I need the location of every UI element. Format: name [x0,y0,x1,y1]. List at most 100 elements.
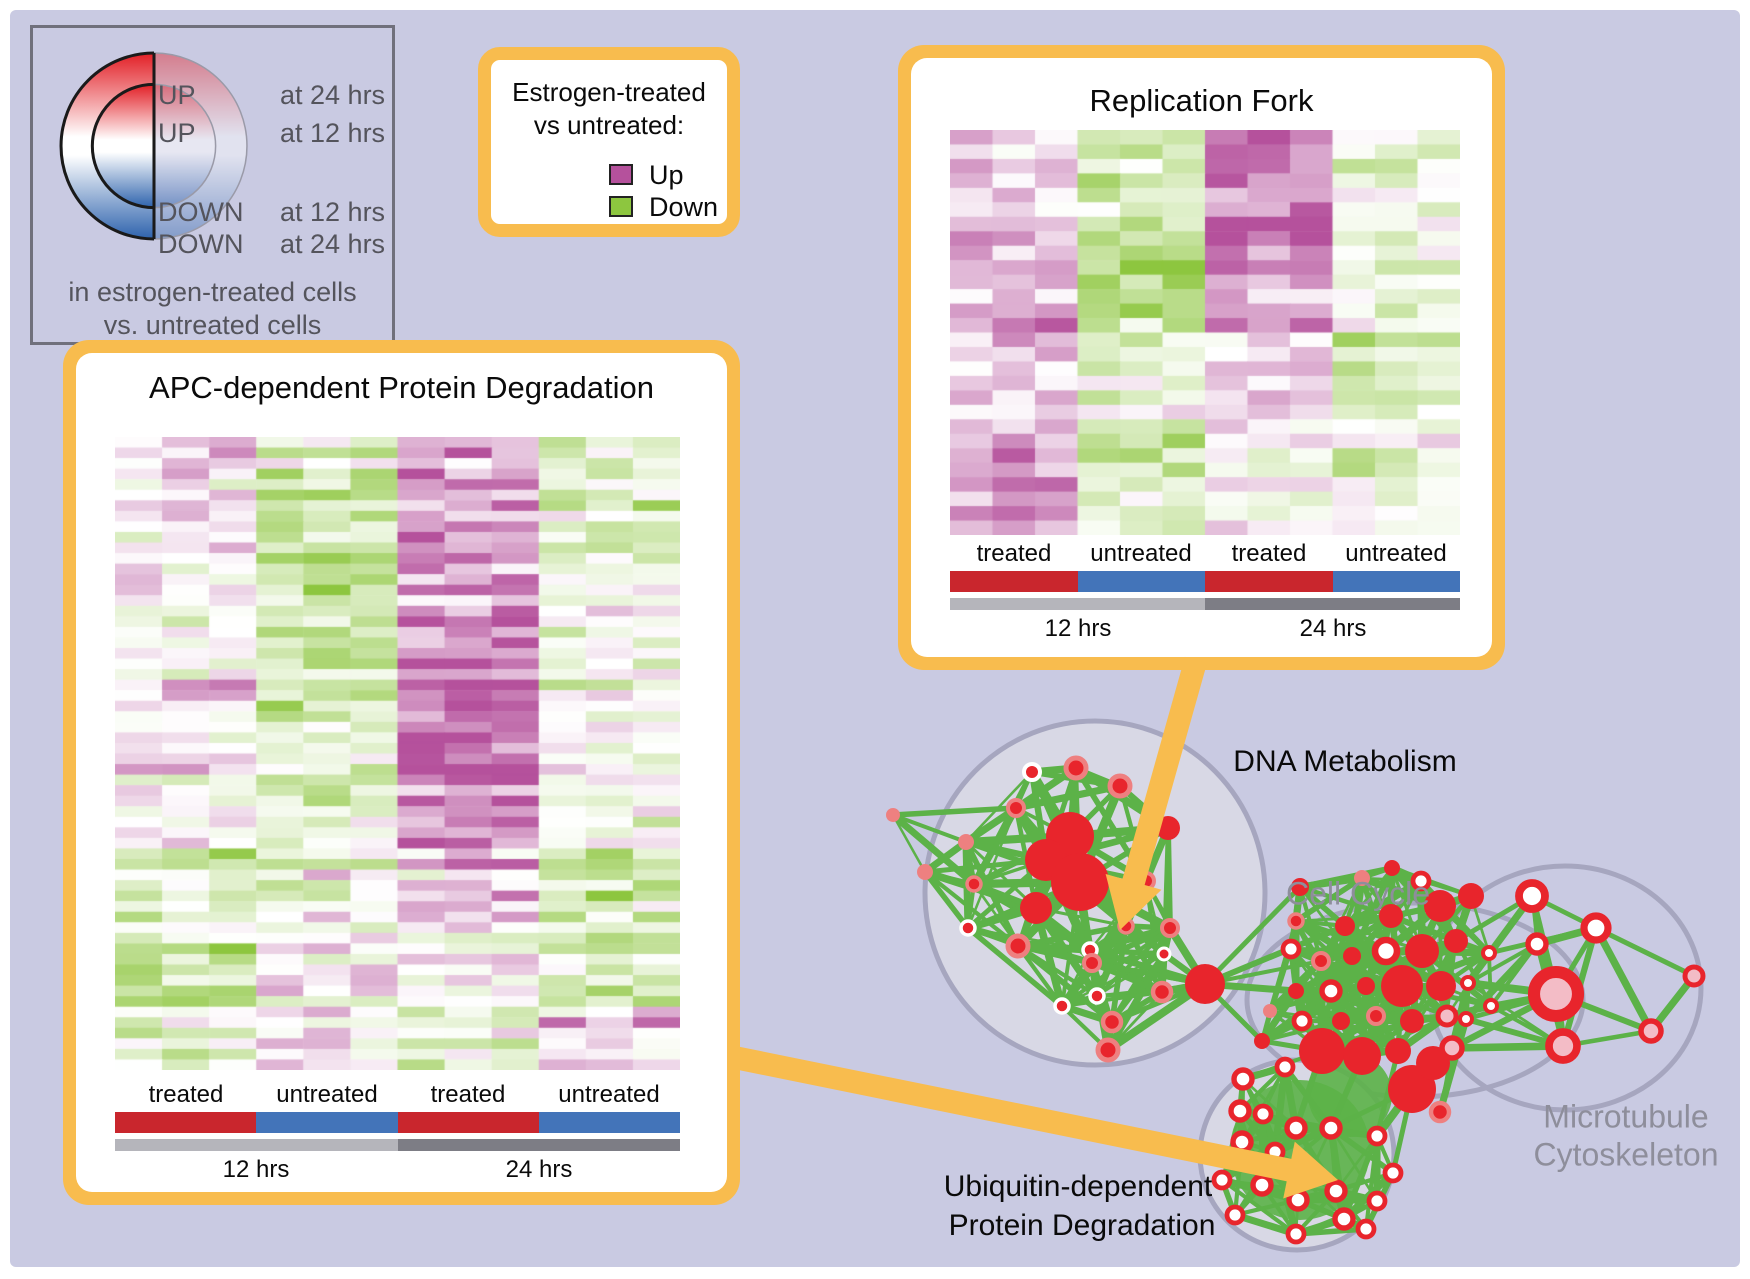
network-edge [1017,943,1093,966]
network-edge [890,812,977,887]
gene-node-sr [1160,918,1180,938]
gene-node-rw [1252,1103,1274,1125]
gene-node-ws [1156,946,1172,962]
gene-node-rw [1481,945,1497,961]
ring-label-down-outer: DOWN [158,229,244,259]
network-edge [1343,867,1394,927]
ubiquitin-label-1: Ubiquitin-dependent [943,1170,1213,1203]
treated-bar-12 [115,1112,256,1133]
network-edge [922,870,971,930]
treated-bar-12 [950,571,1078,592]
network-bridge-edge [1374,1050,1401,1137]
group-label-treated-12: treated [148,1081,224,1108]
network-edge [1269,984,1367,1013]
network-edge [1299,884,1392,919]
apc-panel-title: APC-dependent Protein Degradation [149,370,654,405]
gene-node-sr [1428,1100,1452,1124]
network-edge [1297,1198,1367,1231]
hrs12-bar [115,1139,398,1151]
gene-network-graph [886,718,1706,1253]
gene-node-rw [1525,932,1549,956]
microtubule-label: Microtubule [1543,1098,1709,1135]
group-label-untreated-12: untreated [276,1081,378,1108]
gene-node-rw [1228,1099,1252,1123]
gene-node-sr [1287,912,1305,930]
gene-node-sr [1095,1037,1121,1063]
down-color-swatch [609,196,633,217]
group-label-treated-12: treated [976,540,1052,567]
gene-node-s [958,834,974,850]
gene-node-rp [1682,964,1706,988]
ring-label-up-inner: UP [158,118,196,148]
gene-node-rw [1319,979,1343,1003]
network-edge [1032,907,1066,1007]
network-edge [1451,1042,1564,1052]
network-edge [1095,926,1172,998]
gene-node-rw [1580,912,1612,944]
gene-node-rp [1439,1035,1465,1061]
gene-node-sr [1006,798,1026,818]
apc-degradation-panel: APC-dependent Protein Degradation treate… [63,340,740,1205]
gene-node-red [1426,971,1456,1001]
gene-node-ws [1022,762,1042,782]
gene-node-red [1424,890,1456,922]
network-edge [1295,1226,1367,1237]
network-edge [1061,989,1163,1009]
gene-node-rw [1410,870,1432,892]
gene-node-s [917,864,933,880]
replication-fork-panel: Replication Fork treated untreated treat… [898,45,1505,670]
group-label-untreated-24: untreated [1345,540,1447,567]
gene-node-rp [1638,1018,1664,1044]
network-bridge-edge [1594,925,1696,979]
gene-node-red [1405,934,1439,968]
gene-node-rw [1280,938,1302,960]
ubiquitin-label-2: Protein Degradation [948,1209,1216,1242]
scale-legend-box: UP at 24 hrs UP at 12 hrs DOWN at 12 hrs… [30,25,395,345]
untreated-bar-12 [256,1112,398,1133]
down-swatch-label: Down [649,192,719,222]
gene-node-rw [1285,1223,1307,1245]
time-label-24hrs: 24 hrs [1299,615,1367,642]
gene-node-rw [1355,1218,1377,1240]
network-edge [891,814,927,873]
network-bridge-edge [1203,885,1302,986]
gene-node-red [1379,904,1403,928]
apc-heatmap [115,437,680,1070]
ring-label-up-outer: UP [158,80,196,110]
gene-node-ws [959,919,977,937]
gene-node-sr [1005,933,1031,959]
gene-node-red [1385,1038,1411,1064]
gene-node-sr [1150,980,1174,1004]
gene-node-sr [1107,773,1133,799]
gene-node-sr [1100,1010,1124,1034]
network-edge [1467,942,1538,985]
gene-node-red [1156,816,1180,840]
gene-node-red [1444,929,1468,953]
gene-node-red [1291,878,1309,896]
gene-node-sr [1136,871,1156,891]
network-edge [1301,984,1367,1023]
gene-node-sr [1366,1006,1386,1026]
gene-node-rw [1483,998,1499,1014]
gene-node-s [886,808,900,822]
estrogen-legend-title-1: Estrogen-treated [512,77,706,107]
network-edge [1363,1135,1380,1230]
gene-node-rw [1291,1010,1313,1032]
untreated-bar-24 [1333,571,1460,592]
network-edge [1220,1178,1298,1236]
treated-bar-24 [398,1112,539,1133]
replication-panel-title: Replication Fork [1089,83,1314,118]
network-edge [1061,952,1165,1008]
edge-density-blob [1308,1053,1392,1137]
hrs12-bar [950,598,1205,610]
gene-node-s [1263,1004,1277,1018]
ring-label-down-inner: DOWN [158,197,244,227]
gene-node-rw [1460,975,1476,991]
gene-node-red [1051,853,1109,911]
gene-node-sr [1063,755,1089,781]
hrs24-bar [1205,598,1460,610]
gene-node-rw [1250,1173,1274,1197]
network-edge [966,925,1064,1009]
ring-time-12-up: at 12 hrs [280,118,386,148]
